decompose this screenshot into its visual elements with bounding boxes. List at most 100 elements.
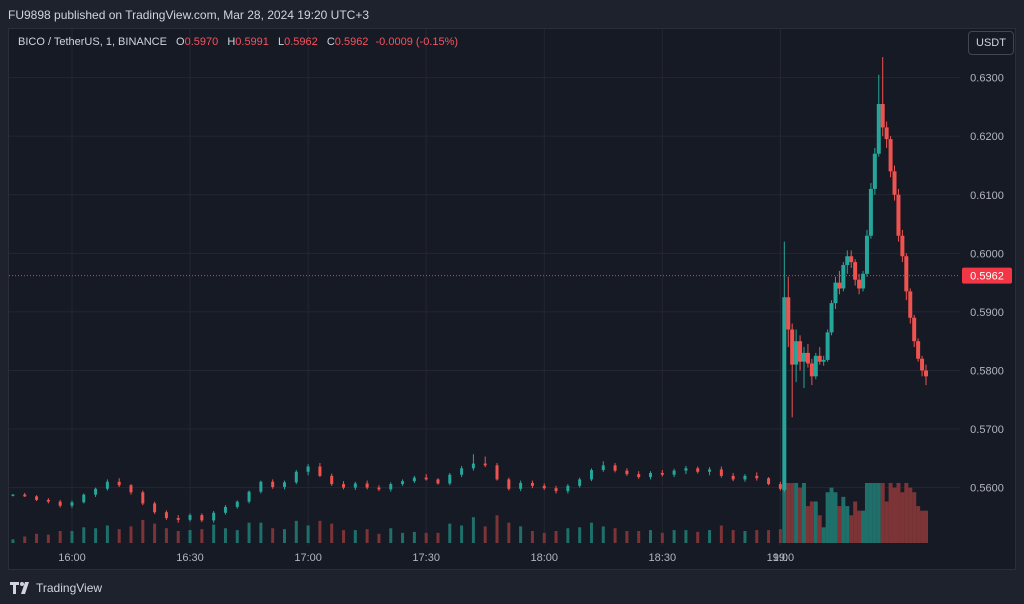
volume-bars [11,483,928,543]
candle-body [259,481,263,492]
candle-body [857,279,862,289]
volume-bar [684,530,688,543]
candle-body [164,512,168,519]
ohlc-legend: BICO / TetherUS, 1, BINANCE O0.5970 H0.5… [18,36,458,48]
symbol-title[interactable]: BICO / TetherUS, 1, BINANCE [18,36,167,48]
volume-bar [11,539,15,543]
candle-body [306,466,310,472]
volume-bar [849,515,854,543]
candle-body [554,488,558,492]
volume-bar [259,522,263,543]
volume-bar [247,522,251,543]
candle-body [589,470,593,480]
candle-body [483,463,487,466]
candle-body [790,329,795,365]
volume-bar [821,527,826,543]
candle-body [884,127,889,140]
x-tick-label: 19:00 [767,552,795,564]
change-value: -0.0009 (-0.15%) [375,36,459,48]
volume-bar [294,520,298,543]
candle-body [833,282,838,304]
candle-body [872,153,877,189]
candle-body [805,352,810,364]
volume-bar [829,487,834,543]
x-tick-label: 16:00 [58,552,86,564]
candle-body [849,256,854,263]
bottom-bar [0,570,1024,604]
candle-body [105,481,109,489]
candle-body [864,235,869,274]
candle-body [908,291,913,318]
candle-body [829,303,834,333]
volume-bar [141,519,145,543]
low-label: L [277,36,285,48]
volume-bar [841,496,846,543]
y-tick-label: 0.6200 [970,131,1004,143]
volume-bar [790,483,795,543]
volume-bar [778,529,782,543]
candle-body [613,465,617,471]
candle-body [841,265,846,289]
candle-body [46,499,50,502]
candle-body [141,492,145,504]
open-label: O [176,36,185,48]
volume-bar [837,506,842,543]
volume-bar [530,531,534,543]
candle-body [912,317,917,342]
candles [11,57,928,523]
candle-body [813,355,818,377]
volume-bar [554,531,558,543]
candle-body [495,465,499,480]
volume-bar [743,531,747,543]
candle-body [767,478,771,485]
volume-bar [365,529,369,543]
candle-body [223,506,227,513]
publish-info: FU9898 published on TradingView.com, Mar… [8,8,369,22]
candle-body [507,479,511,489]
candle-body [601,465,605,471]
candle-body [94,488,98,495]
volume-bar [483,526,487,543]
candle-body [353,483,357,488]
candle-body [365,483,369,488]
candle-body [837,282,842,289]
x-tick-label: 19: [773,552,788,564]
candle-body [70,502,74,506]
tradingview-logo[interactable]: TradingView [10,581,102,595]
volume-bar [755,530,759,543]
volume-bar [589,522,593,543]
volume-bar [904,483,909,543]
volume-bar [601,526,605,543]
volume-bar [235,530,239,543]
candle-body [117,481,121,486]
candle-body [782,297,787,490]
chart-pane[interactable] [8,28,1016,570]
candle-body [660,472,664,475]
candle-body [377,487,381,490]
low-value: 0.5962 [284,36,318,48]
volume-bar [200,529,204,543]
x-tick-label: 18:00 [530,552,558,564]
candle-body [794,341,799,365]
candle-body [880,103,885,128]
candle-body [35,496,39,500]
volume-bar [46,534,50,543]
candle-body [578,479,582,486]
volume-bar [864,483,869,543]
volume-bar [767,530,771,543]
volume-bar [613,528,617,543]
candle-body [731,475,735,480]
y-tick-label: 0.6300 [970,73,1004,85]
volume-bar [801,483,806,543]
high-value: 0.5991 [235,36,269,48]
currency-button[interactable]: USDT [968,31,1014,55]
candle-body [853,262,858,280]
volume-bar [888,483,893,543]
candle-body [318,466,322,476]
volume-bar [58,531,62,543]
candle-body [904,256,909,292]
candle-body [798,341,803,362]
candle-body [817,355,822,362]
volume-bar [23,536,27,543]
